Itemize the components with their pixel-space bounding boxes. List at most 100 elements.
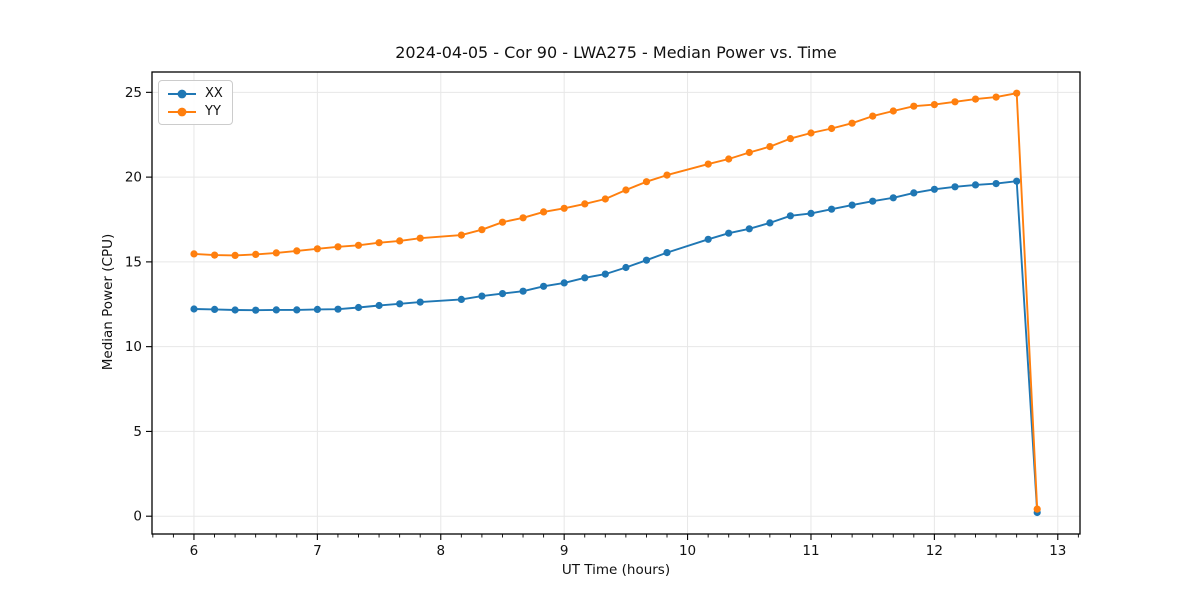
series-yy-point [848,119,856,127]
series-yy-point [642,178,651,186]
series-xx-point [930,185,939,193]
legend-swatch-xx-icon [168,89,196,98]
series-xx-point [498,290,507,298]
series-xx-point [663,249,671,257]
series-yy-point [396,237,404,245]
series-yy-point [1033,505,1041,513]
legend-swatch-yy-icon [168,107,196,116]
legend-item-xx: XX [166,86,223,101]
series-xx-point [190,305,198,313]
y-tick-label: 15 [125,254,142,270]
series-yy-point [951,98,959,106]
series-yy-point [478,226,486,234]
series-xx-point [252,306,260,314]
series-yy-point [766,143,774,151]
series-xx-point [971,181,980,189]
series-yy-point [889,107,897,115]
series-yy-line [193,92,1039,510]
series-yy-point [930,101,939,109]
series-yy-point [704,160,712,168]
series-xx-point [642,256,651,264]
series-xx-point [910,189,918,197]
series-yy-point [519,214,527,222]
series-xx-point [951,183,959,191]
series-xx-point [478,292,486,300]
series-xx-point [622,263,630,272]
series-yy-point [622,186,630,194]
series-xx-point [416,298,424,306]
series-yy-point [272,249,280,257]
legend: XX YY [158,80,233,125]
series-yy-point [745,148,753,157]
series-yy-point [786,135,795,143]
legend-item-yy: YY [166,104,223,119]
x-tick-label: 12 [926,543,943,559]
series-xx-point [725,229,733,237]
series-yy-point [540,208,548,216]
legend-label-yy: YY [205,104,221,119]
series-yy-point [869,112,877,120]
series-yy-point [313,245,321,253]
series-yy-point [910,102,918,110]
y-tick-label: 20 [125,170,142,186]
x-tick-label: 6 [190,543,199,559]
series-yy-point [581,200,589,208]
series-yy-point [828,124,836,133]
series-yy-point [601,195,609,203]
y-axis-label-text: Median Power (CPU) [100,233,116,371]
chart-title: 2024-04-05 - Cor 90 - LWA275 - Median Po… [395,43,837,62]
series-yy-point [498,218,507,226]
series-xx-point [231,306,239,314]
series-xx-point [745,225,753,233]
series-xx-point [581,274,589,282]
x-axis-label: UT Time (hours) [561,562,671,578]
y-tick-label: 5 [133,424,142,440]
series-xx-point [828,205,836,213]
series-yy-point [1013,89,1021,97]
series-xx-point [992,180,1000,188]
series-xx-point [519,287,527,295]
series-xx-point [869,197,877,205]
series-xx-point [601,270,609,278]
x-tick-label: 8 [436,543,445,559]
series-yy-point [252,250,260,258]
series-xx-point [540,282,548,290]
series-yy-point [354,241,363,249]
series-yy-point [971,95,980,103]
series-yy-point [334,243,342,251]
series-xx-point [766,219,774,227]
series-xx-point [272,306,280,314]
y-tick-label: 25 [125,85,142,101]
series-yy-point [560,204,568,212]
y-tick-label: 10 [125,339,142,355]
x-tick-label: 9 [560,543,569,559]
series-xx-line [193,180,1039,513]
series-xx-point [354,303,363,312]
series-xx-point [807,209,815,217]
series-xx-point [396,300,404,308]
series-xx-point [293,306,301,314]
series-yy-point [725,155,733,163]
series-xx-point [560,279,568,287]
series-xx-point [1013,177,1021,185]
axes-spines [151,71,1081,535]
series-xx-point [334,305,342,313]
x-tick-label: 11 [802,543,819,559]
legend-label-xx: XX [205,86,223,101]
series-xx-point [375,301,383,310]
y-tick-label: 0 [133,509,142,525]
series-xx-point [889,194,897,202]
series-yy-point [807,129,815,137]
series-yy-point [416,234,424,242]
series-xx-point [457,295,465,303]
series-xx-point [848,201,856,209]
series-xx-point [704,235,712,243]
series-xx-point [786,212,795,220]
series-yy-point [293,247,301,255]
x-tick-label: 13 [1049,543,1066,559]
series-xx-point [211,305,219,313]
x-tick-label: 7 [313,543,322,559]
series-yy-point [663,171,671,179]
series-yy-point [190,250,198,258]
